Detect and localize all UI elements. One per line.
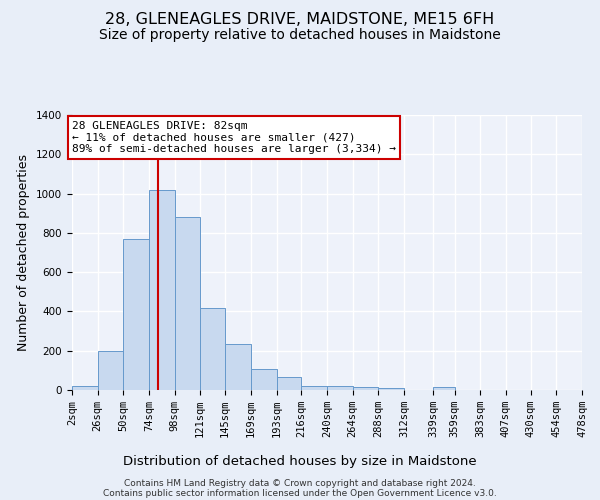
Bar [379,388,404,390]
Bar [175,217,199,390]
Text: Contains HM Land Registry data © Crown copyright and database right 2024.: Contains HM Land Registry data © Crown c… [124,478,476,488]
Bar [225,344,251,390]
Text: Size of property relative to detached houses in Maidstone: Size of property relative to detached ho… [99,28,501,42]
Bar [353,387,379,390]
Bar [124,239,149,390]
Bar [327,386,353,390]
Text: Contains public sector information licensed under the Open Government Licence v3: Contains public sector information licen… [103,488,497,498]
Bar [301,386,327,390]
Bar [72,386,98,390]
Text: 28 GLENEAGLES DRIVE: 82sqm
← 11% of detached houses are smaller (427)
89% of sem: 28 GLENEAGLES DRIVE: 82sqm ← 11% of deta… [72,121,396,154]
Bar [277,376,301,390]
Bar [199,308,225,390]
Y-axis label: Number of detached properties: Number of detached properties [17,154,31,351]
Bar [98,350,124,390]
Text: 28, GLENEAGLES DRIVE, MAIDSTONE, ME15 6FH: 28, GLENEAGLES DRIVE, MAIDSTONE, ME15 6F… [106,12,494,28]
Bar [433,387,455,390]
Bar [251,369,277,390]
Text: Distribution of detached houses by size in Maidstone: Distribution of detached houses by size … [123,454,477,468]
Bar [149,190,175,390]
